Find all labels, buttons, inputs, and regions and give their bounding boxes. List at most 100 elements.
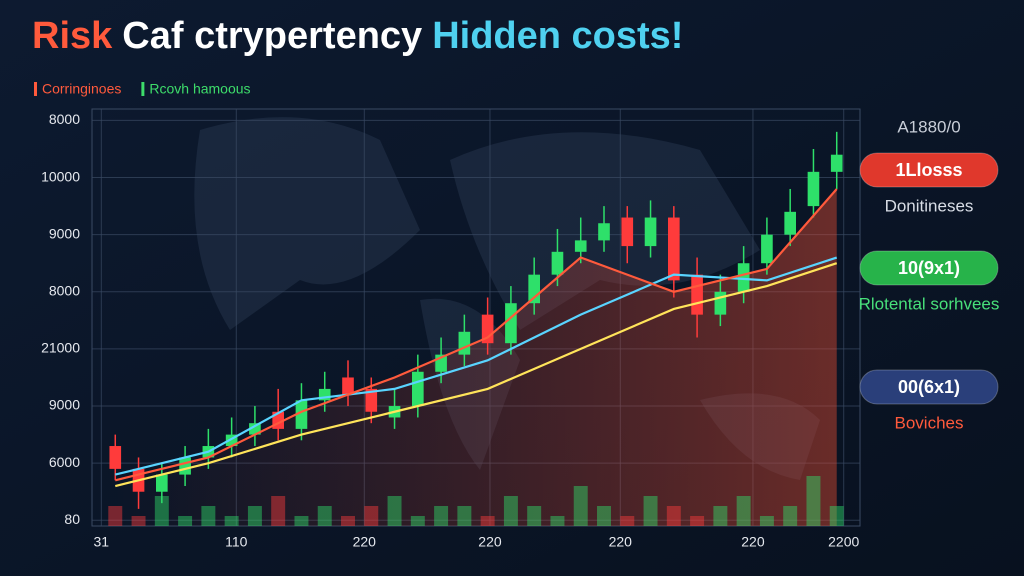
volume-bar [201, 506, 216, 526]
annotation-label: Rlotental sorhvees [859, 294, 1000, 313]
annotation-pill-label: 10(9x1) [898, 258, 960, 278]
title-part: Risk [32, 15, 113, 57]
candle-body [458, 331, 471, 355]
volume-bar [224, 516, 239, 526]
volume-bar [550, 516, 565, 526]
loss-area [115, 188, 837, 526]
y-tick-label: 8000 [49, 111, 80, 127]
y-tick-label: 6000 [49, 454, 80, 470]
volume-bar [690, 516, 705, 526]
chart-title: Risk Caf ctrypertency Hidden costs! [32, 15, 683, 57]
candle-body [435, 354, 447, 372]
x-tick-label: 31 [94, 534, 110, 550]
candle-body [505, 303, 517, 344]
candle-body [528, 274, 540, 304]
legend-label: Rcovh hamoous [149, 81, 250, 97]
volume-bar [131, 516, 146, 526]
annotation-label: Donitineses [885, 196, 974, 215]
volume-bar [527, 506, 542, 526]
candle-body [784, 211, 796, 235]
candle-body [598, 223, 610, 241]
volume-bar [620, 516, 635, 526]
candle-body [761, 234, 773, 264]
candle-body [412, 371, 424, 407]
candle-body [249, 423, 261, 435]
x-tick-label: 2200 [828, 534, 859, 550]
volume-bar [643, 496, 658, 526]
annotation-label: Boviches [895, 413, 964, 432]
candle-body [295, 400, 308, 429]
volume-bar [154, 496, 169, 526]
legend-swatch [141, 82, 145, 96]
title-part: Caf ctrypertency [122, 15, 422, 57]
x-tick-label: 220 [609, 534, 633, 550]
y-tick-label: 10000 [41, 168, 80, 184]
candle-body [225, 434, 238, 447]
volume-bar [108, 506, 123, 526]
volume-bar [736, 496, 751, 526]
candle-body [109, 446, 122, 469]
volume-bar [434, 506, 449, 526]
candle-body [272, 411, 284, 429]
annotation-label: A1880/0 [897, 117, 960, 136]
candle-body [318, 388, 331, 401]
title-part: Hidden costs! [432, 15, 683, 57]
volume-bar [294, 516, 309, 526]
candle-body [621, 217, 634, 247]
legend-swatch [34, 82, 37, 96]
volume-bar [247, 506, 262, 526]
candle-body [481, 314, 494, 344]
legend-label: Corringinoes [42, 81, 121, 97]
annotation-pill-label: 00(6x1) [898, 377, 960, 397]
candle-body [691, 274, 703, 315]
trend-line [115, 262, 838, 488]
candle-body [179, 457, 191, 475]
candle-body [365, 388, 378, 412]
candle-body [342, 377, 354, 395]
volume-bar [783, 506, 798, 526]
volume-bar [387, 496, 402, 526]
volume-bar [573, 486, 588, 526]
volume-bar [457, 506, 472, 526]
volume-bar [503, 496, 518, 526]
annotation-pill [859, 369, 999, 405]
volume-bar [666, 506, 681, 526]
candle-body [644, 217, 657, 247]
volume-bar [341, 516, 355, 526]
x-tick-label: 110 [225, 534, 248, 550]
x-tick-label: 220 [741, 534, 765, 550]
candle-body [156, 474, 168, 492]
candle-body [830, 154, 843, 172]
volume-bar [410, 516, 425, 526]
y-tick-label: 21000 [41, 340, 80, 356]
annotation-pill-label: 1Llosss [895, 160, 962, 180]
volume-bar [597, 506, 611, 526]
y-tick-label: 9000 [49, 225, 80, 241]
y-tick-label: 9000 [49, 397, 80, 413]
x-tick-label: 220 [478, 534, 502, 550]
annotation-pill [859, 250, 999, 286]
x-tick-label: 220 [353, 534, 377, 550]
candle-body [574, 240, 587, 252]
volume-bar [317, 506, 332, 526]
volume-bar [806, 476, 821, 526]
volume-bar [713, 506, 728, 526]
candle-body [807, 171, 820, 207]
volume-bar [178, 516, 193, 526]
y-tick-label: 80 [64, 511, 80, 527]
candle-body [714, 291, 727, 315]
volume-bar [364, 506, 379, 526]
volume-bar [271, 496, 286, 526]
volume-bar [759, 516, 774, 526]
volume-bar [480, 516, 495, 526]
y-tick-label: 8000 [49, 282, 80, 298]
candle-body [668, 217, 680, 281]
volume-bar [829, 506, 844, 526]
trend-line [115, 256, 838, 476]
annotation-pill [859, 152, 999, 188]
candle-body [737, 263, 750, 292]
trend-line [115, 188, 838, 482]
world-map [194, 117, 820, 480]
